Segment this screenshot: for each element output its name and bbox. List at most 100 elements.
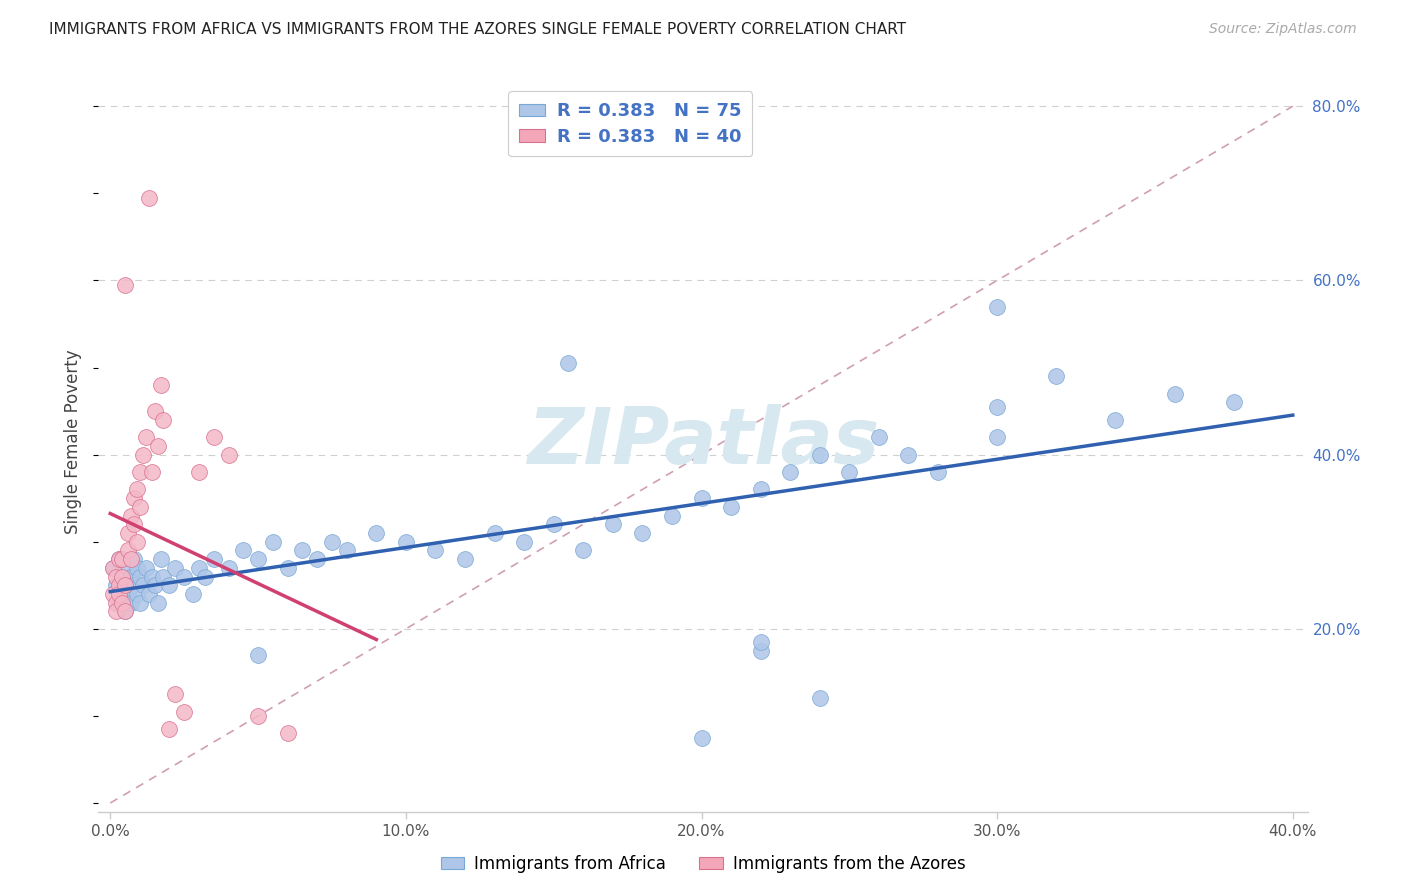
Y-axis label: Single Female Poverty: Single Female Poverty [65, 350, 83, 533]
Point [143, 578, 166, 592]
Point [108, 596, 131, 610]
Point [152, 569, 174, 583]
Point [122, 517, 145, 532]
Point [125, 561, 148, 575]
Point [117, 561, 139, 575]
Point [779, 465, 801, 479]
Point [218, 561, 240, 575]
Point [543, 517, 565, 532]
Point [749, 483, 772, 497]
Point [146, 439, 169, 453]
Point [897, 448, 920, 462]
Point [291, 543, 314, 558]
Point [247, 648, 270, 662]
Point [117, 543, 139, 558]
Text: ZIPatlas: ZIPatlas [527, 403, 879, 480]
Point [366, 526, 388, 541]
Point [173, 569, 195, 583]
Point [143, 404, 166, 418]
Point [128, 465, 150, 479]
Point [986, 300, 1008, 314]
Point [141, 569, 163, 583]
Point [122, 552, 145, 566]
Point [181, 587, 204, 601]
Point [114, 277, 136, 292]
Point [218, 448, 240, 462]
Point [120, 596, 142, 610]
Point [202, 430, 225, 444]
Point [125, 587, 148, 601]
Point [132, 448, 155, 462]
Point [132, 578, 155, 592]
Point [1104, 413, 1126, 427]
Point [808, 448, 831, 462]
Point [120, 552, 142, 566]
Point [108, 578, 131, 592]
Point [262, 534, 284, 549]
Point [122, 491, 145, 505]
Point [321, 534, 343, 549]
Point [277, 561, 299, 575]
Point [146, 596, 169, 610]
Point [749, 643, 772, 657]
Point [187, 561, 209, 575]
Point [128, 500, 150, 514]
Point [138, 587, 160, 601]
Point [105, 596, 128, 610]
Point [232, 543, 254, 558]
Point [690, 491, 713, 505]
Point [125, 483, 148, 497]
Point [395, 534, 418, 549]
Point [513, 534, 536, 549]
Point [135, 430, 157, 444]
Point [111, 569, 134, 583]
Legend: R = 0.383   N = 75, R = 0.383   N = 40: R = 0.383 N = 75, R = 0.383 N = 40 [509, 92, 752, 156]
Point [277, 726, 299, 740]
Point [720, 500, 742, 514]
Point [149, 552, 172, 566]
Point [661, 508, 683, 523]
Legend: Immigrants from Africa, Immigrants from the Azores: Immigrants from Africa, Immigrants from … [434, 848, 972, 880]
Point [128, 569, 150, 583]
Point [986, 400, 1008, 414]
Point [111, 552, 134, 566]
Point [120, 508, 142, 523]
Point [114, 604, 136, 618]
Point [173, 705, 195, 719]
Point [1045, 369, 1067, 384]
Point [117, 526, 139, 541]
Point [111, 596, 134, 610]
Point [105, 578, 128, 592]
Point [986, 430, 1008, 444]
Point [557, 356, 579, 370]
Point [138, 191, 160, 205]
Point [103, 587, 125, 601]
Point [165, 687, 187, 701]
Point [838, 465, 860, 479]
Point [202, 552, 225, 566]
Point [247, 709, 270, 723]
Point [114, 578, 136, 592]
Point [749, 635, 772, 649]
Point [108, 552, 131, 566]
Text: Source: ZipAtlas.com: Source: ZipAtlas.com [1209, 22, 1357, 37]
Point [194, 569, 217, 583]
Point [336, 543, 359, 558]
Point [152, 413, 174, 427]
Point [1163, 386, 1185, 401]
Point [125, 534, 148, 549]
Point [111, 569, 134, 583]
Point [247, 552, 270, 566]
Point [808, 691, 831, 706]
Point [454, 552, 477, 566]
Point [1222, 395, 1244, 409]
Point [108, 587, 131, 601]
Text: IMMIGRANTS FROM AFRICA VS IMMIGRANTS FROM THE AZORES SINGLE FEMALE POVERTY CORRE: IMMIGRANTS FROM AFRICA VS IMMIGRANTS FRO… [49, 22, 907, 37]
Point [307, 552, 329, 566]
Point [120, 569, 142, 583]
Point [111, 587, 134, 601]
Point [105, 569, 128, 583]
Point [157, 722, 180, 736]
Point [484, 526, 506, 541]
Point [128, 596, 150, 610]
